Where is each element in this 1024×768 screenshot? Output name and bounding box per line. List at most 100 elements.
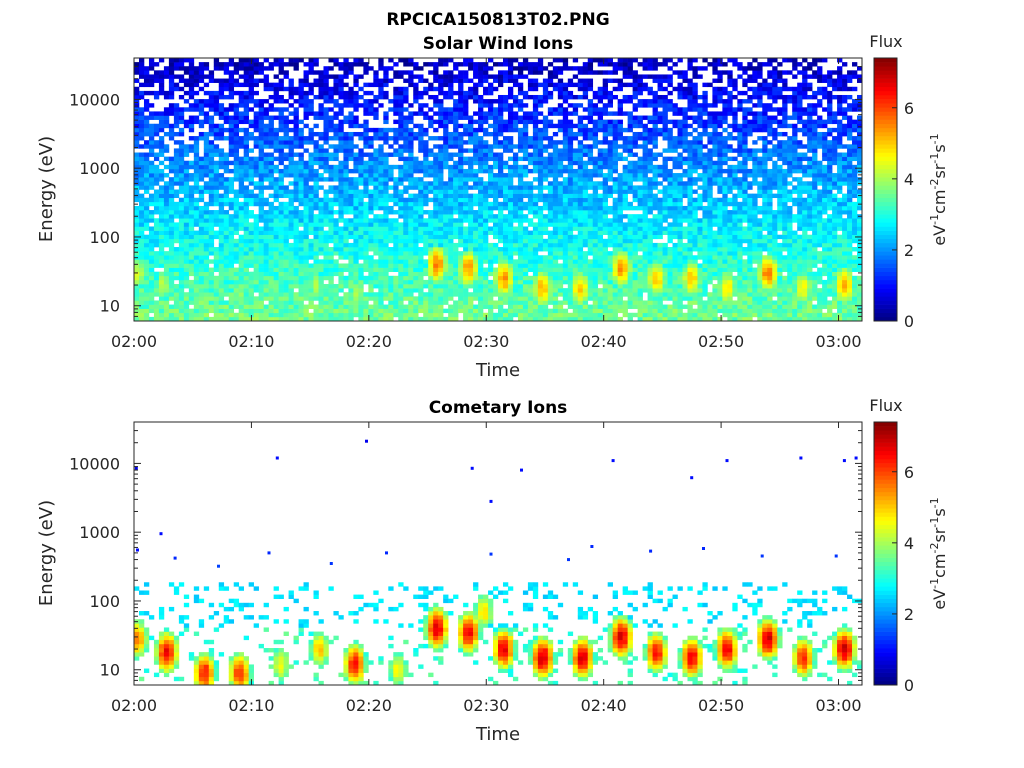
heat-cell: [577, 255, 584, 260]
heat-cell: [148, 177, 155, 182]
heat-cell: [273, 296, 279, 301]
heat-cell: [313, 152, 319, 157]
heat-cell: [443, 189, 449, 194]
heat-cell: [318, 308, 324, 314]
heat-cell: [473, 251, 479, 256]
heat-cell: [308, 86, 314, 92]
heat-cell: [153, 111, 160, 116]
heat-cell: [273, 259, 279, 264]
heat-cell: [443, 119, 449, 125]
heat-cell: [383, 82, 389, 88]
heat-cell: [273, 226, 279, 231]
heat-cell: [423, 251, 429, 256]
heat-cell: [283, 168, 289, 174]
heat-cell: [428, 160, 434, 166]
heat-cell: [268, 271, 274, 277]
heat-cell: [193, 185, 200, 190]
heat-cell: [468, 193, 474, 199]
heat-cell: [428, 70, 434, 75]
heat-cell: [283, 304, 289, 309]
heat-cell: [537, 82, 544, 88]
heat-cell: [577, 222, 584, 227]
heat-cell: [228, 218, 235, 223]
heat-cell: [393, 230, 399, 235]
heat-cell: [517, 222, 524, 227]
heat-cell: [203, 103, 210, 108]
heat-cell: [557, 238, 564, 244]
heat-cell: [328, 271, 334, 277]
heat-cell: [537, 144, 544, 149]
heat-cell: [493, 177, 499, 182]
heat-cell: [388, 259, 394, 264]
heat-cell: [338, 144, 344, 149]
heat-cell: [138, 62, 145, 67]
heat-cell: [567, 279, 574, 285]
heat-cell: [507, 255, 514, 260]
heat-cell: [253, 82, 259, 88]
heat-cell: [443, 70, 449, 75]
heat-cell: [134, 152, 140, 157]
heat-cell: [532, 197, 539, 203]
heat-cell: [338, 197, 344, 203]
heat-cell: [248, 312, 254, 318]
heat-cell: [248, 271, 254, 277]
heat-cell: [188, 226, 195, 231]
heat-cell: [418, 296, 424, 301]
heat-cell: [527, 78, 534, 83]
heat-cell: [148, 78, 155, 83]
heat-cell: [153, 218, 160, 223]
heat-cell: [552, 185, 559, 190]
heat-cell: [488, 152, 494, 157]
heat-cell: [193, 218, 200, 223]
heat-cell: [443, 308, 449, 314]
heat-cell: [498, 201, 504, 207]
heat-cell: [183, 78, 190, 83]
heat-cell: [567, 177, 574, 182]
heat-cell: [468, 123, 474, 129]
heat-cell: [572, 185, 579, 190]
heat-cell: [502, 214, 509, 219]
heat-cell: [183, 267, 190, 272]
heat-cell: [483, 156, 489, 162]
heat-cell: [278, 86, 284, 92]
heat-cell: [572, 107, 579, 112]
heat-cell: [418, 74, 424, 79]
heat-cell: [173, 312, 180, 318]
heat-cell: [263, 222, 269, 227]
heat-cell: [228, 255, 235, 260]
heat-cell: [363, 201, 369, 207]
heat-cell: [228, 62, 235, 67]
heat-cell: [268, 123, 274, 129]
heat-cell: [338, 242, 344, 248]
heat-cell: [213, 201, 220, 207]
heat-cell: [203, 308, 210, 314]
heat-cell: [233, 189, 240, 194]
heat-cell: [168, 230, 175, 235]
heat-cell: [493, 62, 499, 67]
heat-cell: [438, 234, 444, 240]
heat-cell: [148, 127, 155, 133]
heat-cell: [218, 197, 225, 203]
heat-cell: [488, 214, 494, 219]
heat-cell: [213, 160, 220, 166]
heat-cell: [493, 156, 499, 162]
heat-cell: [183, 123, 190, 129]
heat-cell: [193, 296, 200, 301]
heat-cell: [218, 238, 225, 244]
heat-cell: [338, 234, 344, 240]
heat-cell: [592, 316, 599, 322]
heat-cell: [403, 119, 409, 125]
heat-cell: [507, 304, 514, 309]
heat-cell: [328, 234, 334, 240]
heat-cell: [188, 127, 195, 133]
heat-cell: [188, 62, 195, 67]
heat-cell: [378, 242, 384, 248]
heat-cell: [203, 234, 210, 240]
heat-cell: [562, 111, 569, 116]
heat-cell: [168, 185, 175, 190]
heat-cell: [318, 205, 324, 211]
heat-cell: [577, 296, 584, 301]
heat-cell: [298, 164, 304, 170]
heat-cell: [238, 140, 244, 145]
heat-cell: [233, 218, 240, 223]
